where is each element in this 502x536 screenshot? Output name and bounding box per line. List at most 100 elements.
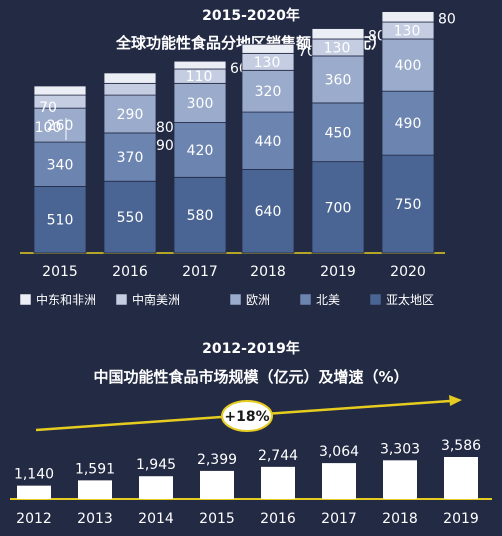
chart2-xtick-2012: 2012 <box>16 511 52 527</box>
chart2-xtick-2019: 2019 <box>443 511 479 527</box>
chart1-label-2015-s3: 100 <box>35 120 62 136</box>
chart1-bar-2018-s0 <box>241 169 295 254</box>
chart1-label-2020-s0: 750 <box>395 197 422 213</box>
chart2-bar-2015 <box>200 470 234 499</box>
legend-swatch-4 <box>19 293 32 306</box>
chart2-bar-2013 <box>78 480 112 499</box>
chart1-label-2015-s4: 70 <box>39 100 57 116</box>
chart1-label-2018-s1: 440 <box>255 134 282 150</box>
chart1-label-2018-s3: 130 <box>254 55 281 71</box>
chart1-label-2016-s0: 550 <box>117 210 144 226</box>
chart2-bar-2018 <box>383 460 417 499</box>
chart2-value-2014: 1,945 <box>136 457 176 473</box>
chart1-xtick-2018: 2018 <box>250 264 286 280</box>
legend-swatch-2 <box>229 293 242 306</box>
chart1-label-2019-s4: 80 <box>368 29 386 45</box>
chart2-bar-2019 <box>444 457 478 499</box>
chart1-bar-2016-s2 <box>103 94 157 134</box>
chart2-bar-2017 <box>322 463 356 499</box>
chart1-bar-2019-s4 <box>311 28 365 40</box>
chart2-bar-2014 <box>139 476 173 499</box>
chart1-xtick-2019: 2019 <box>320 264 356 280</box>
legend-swatch-1 <box>299 293 312 306</box>
chart1-label-2019-s0: 700 <box>325 200 352 216</box>
chart1-bar-2016-s4 <box>103 72 157 84</box>
chart1-label-2018-s4: 70 <box>298 44 316 60</box>
legend-label-3: 中南美洲 <box>132 292 180 307</box>
chart1-bar-2015-s1 <box>33 141 87 187</box>
chart1-label-2020-s2: 400 <box>395 58 422 74</box>
chart1-label-2015-s1: 340 <box>47 157 74 173</box>
chart1-label-2015-s2: 260 <box>47 118 74 134</box>
chart1-label-2016-s4: 80 <box>156 120 174 136</box>
chart1-xtick-2020: 2020 <box>390 264 426 280</box>
chart1-label-2017-s0: 580 <box>187 208 214 224</box>
chart1-bar-2019-s2 <box>311 55 365 104</box>
chart1-bar-2019-s0 <box>311 161 365 254</box>
chart2-value-2013: 1,591 <box>75 461 115 477</box>
chart2-title: 2012-2019年 <box>202 340 300 357</box>
chart1-xtick-2015: 2015 <box>42 264 78 280</box>
chart2-xtick-2017: 2017 <box>321 511 357 527</box>
chart1-bar-2020-s2 <box>381 38 435 92</box>
chart1-label-2015-s0: 510 <box>47 213 74 229</box>
legend-swatch-0 <box>369 293 382 306</box>
growth-arrow-head <box>449 395 462 406</box>
chart2-value-2019: 3,586 <box>441 438 481 454</box>
chart1-bar-2016-s3 <box>103 82 157 96</box>
chart2-xtick-2014: 2014 <box>138 511 174 527</box>
chart2-xtick-2015: 2015 <box>199 511 235 527</box>
chart1-xtick-2016: 2016 <box>112 264 148 280</box>
chart1-bar-2020-s4 <box>381 11 435 23</box>
chart1-bar-2018-s4 <box>241 43 295 54</box>
chart1-title: 2015-2020年 <box>202 7 300 24</box>
chart1-xtick-2017: 2017 <box>182 264 218 280</box>
chart2-value-2016: 2,744 <box>258 448 298 464</box>
chart1-label-2019-s2: 360 <box>325 72 352 88</box>
chart1-bar-2017-s1 <box>173 122 227 178</box>
chart2-xtick-2018: 2018 <box>382 511 418 527</box>
chart1-bar-2015-s2 <box>33 107 87 143</box>
chart1-label-2017-s2: 300 <box>187 96 214 112</box>
chart1-label-2017-s3: 110 <box>186 69 213 85</box>
chart2-value-2012: 1,140 <box>14 467 54 483</box>
chart1-label-2016-s2: 290 <box>117 107 144 123</box>
chart1-label-2020-s3: 130 <box>394 23 421 39</box>
chart1-bar-2016-s1 <box>103 132 157 182</box>
legend-label-0: 亚太地区 <box>386 292 434 307</box>
chart1-bar-2017-s4 <box>173 60 227 70</box>
chart1-label-2018-s0: 640 <box>255 204 282 220</box>
chart1-bar-2020-s1 <box>381 90 435 156</box>
chart1-label-2019-s1: 450 <box>325 125 352 141</box>
chart1-bar-2019-s1 <box>311 102 365 163</box>
chart1-label-2020-s4: 80 <box>438 12 456 28</box>
chart1-bar-2015-s0 <box>33 186 87 254</box>
chart1-bar-2020-s0 <box>381 154 435 254</box>
chart1-label-2020-s1: 490 <box>395 116 422 132</box>
legend-swatch-3 <box>115 293 128 306</box>
chart1-label-2017-s1: 420 <box>187 143 214 159</box>
growth-rate-label: +18% <box>224 409 269 425</box>
chart2-xtick-2016: 2016 <box>260 511 296 527</box>
chart2-value-2018: 3,303 <box>380 441 420 457</box>
legend-label-4: 中东和非洲 <box>36 292 96 307</box>
growth-badge <box>221 400 273 432</box>
chart2-bar-2012 <box>17 485 51 499</box>
legend-label-1: 北美 <box>316 293 340 307</box>
chart1-label-2016-s1: 370 <box>117 150 144 166</box>
chart1-bar-2018-s2 <box>241 69 295 113</box>
chart2-bar-2016 <box>261 466 295 499</box>
chart1-label-2016-s3: 90 <box>156 138 174 154</box>
chart1-bar-2015-s4 <box>33 85 87 96</box>
chart2-xtick-2013: 2013 <box>77 511 113 527</box>
legend-label-2: 欧洲 <box>246 293 270 307</box>
chart1-bar-2016-s0 <box>103 180 157 254</box>
chart2-subtitle: 中国功能性食品市场规模（亿元）及增速（%） <box>93 368 408 386</box>
chart1-label-2018-s2: 320 <box>255 84 282 100</box>
chart2-value-2017: 3,064 <box>319 444 359 460</box>
chart2-value-2015: 2,399 <box>197 452 237 468</box>
chart1-label-2019-s3: 130 <box>324 40 351 56</box>
chart1-bar-2017-s0 <box>173 176 227 254</box>
